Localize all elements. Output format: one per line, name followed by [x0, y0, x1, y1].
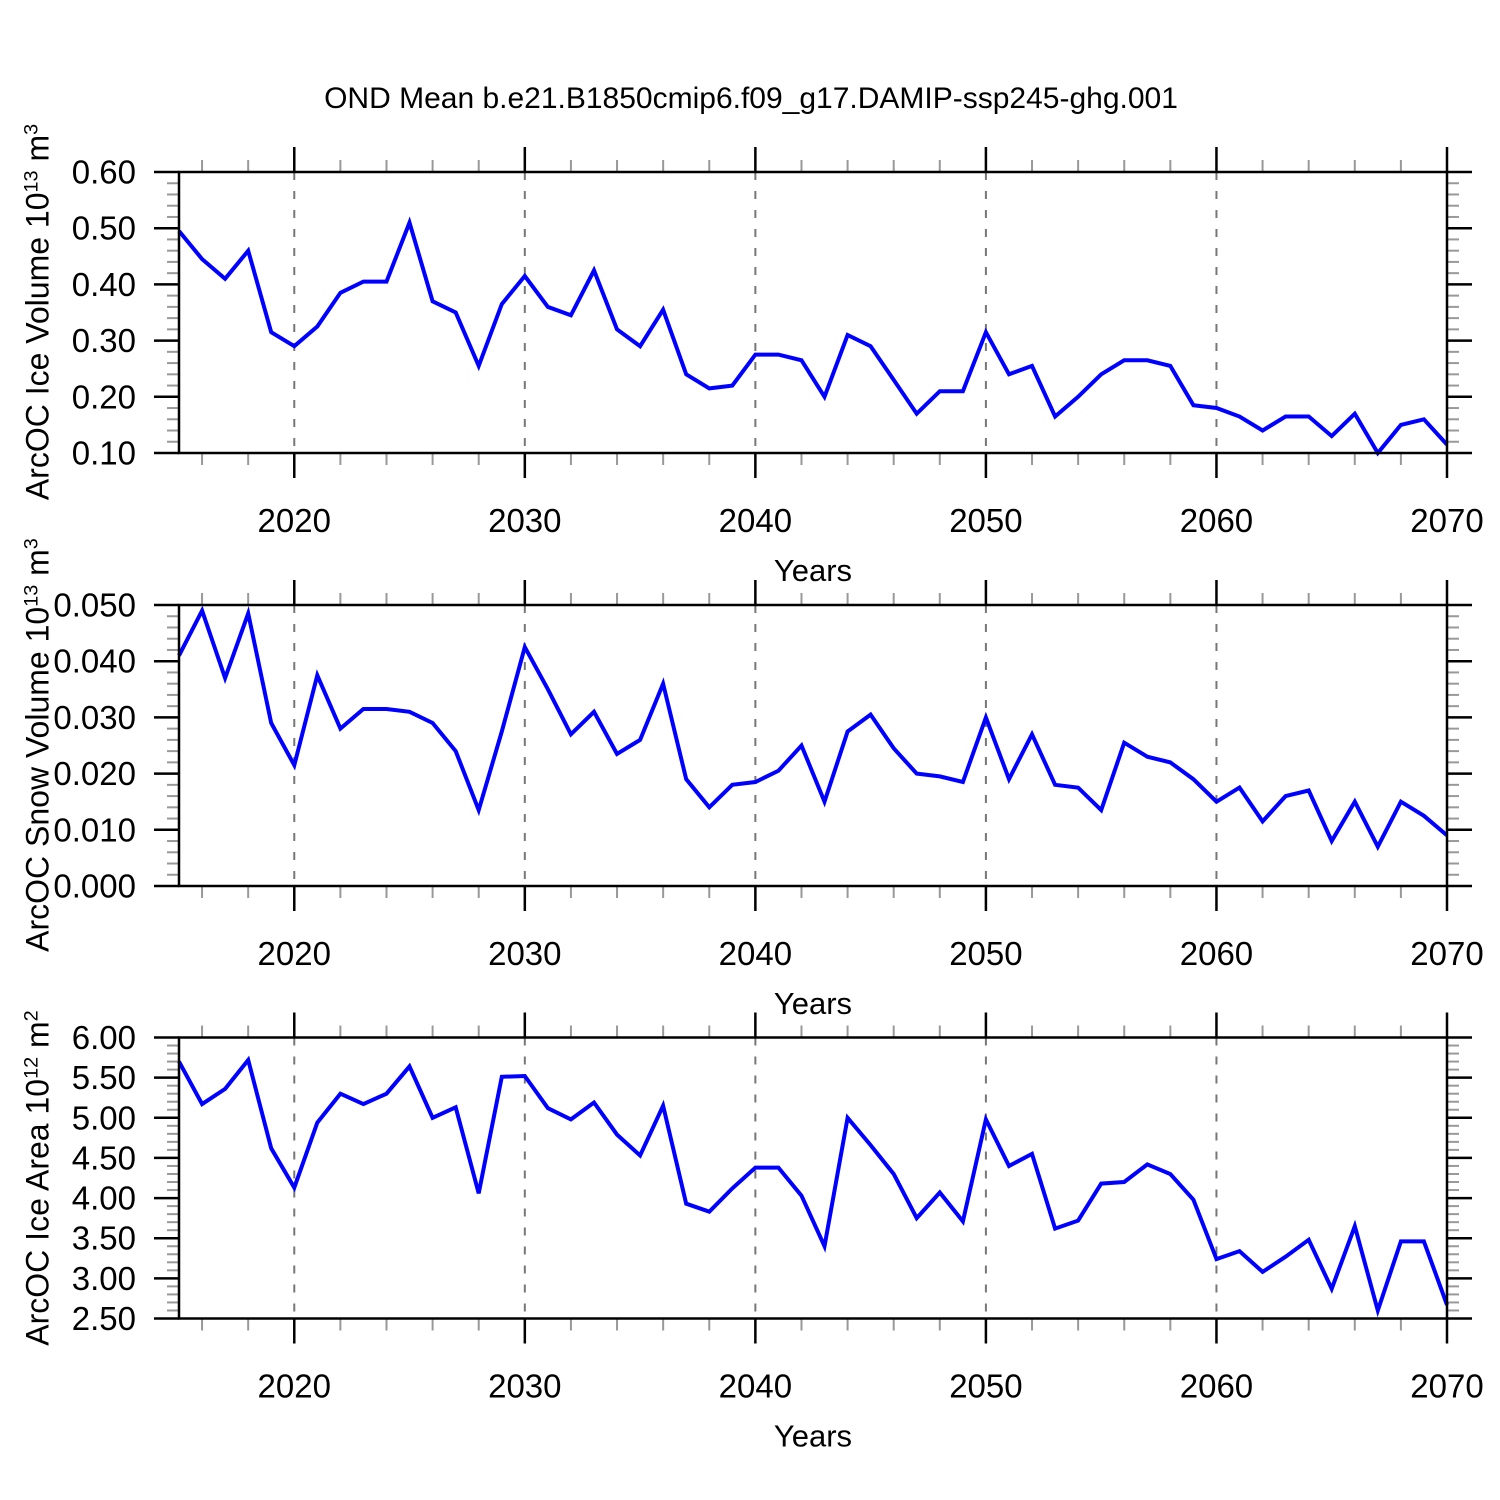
- x-tick-label: 2070: [1410, 1368, 1483, 1405]
- panel-ice-volume: 2020 2030 2040 2050 2060 2070 0.10 0.20 0.30 0.40…: [72, 147, 1484, 588]
- y-tick-label: 0.030: [53, 699, 136, 736]
- data-line-snow-volume: [177, 605, 1449, 852]
- x-tick-label: 2040: [719, 502, 792, 539]
- y-tick-label: 3.50: [72, 1220, 136, 1257]
- y-tick-label: 0.010: [53, 811, 136, 848]
- y-tick-label: 0.30: [72, 322, 136, 359]
- x-tick-label: 2030: [488, 935, 561, 972]
- x-tick-label: 2020: [258, 502, 331, 539]
- x-tick-label: 2070: [1410, 935, 1483, 972]
- panel-snow-volume: 2020 2030 2040 2050 2060 2070 0.000 0.010 0.020 0…: [53, 580, 1484, 1021]
- x-axis-title: Years: [774, 1419, 852, 1454]
- y-tick-label: 0.20: [72, 378, 136, 415]
- x-tick-label: 2050: [949, 935, 1022, 972]
- y-tick-label: 0.000: [53, 868, 136, 905]
- panel-ice-area: 2020 2030 2040 2050 2060 2070 2.503.003.504.00…: [72, 1012, 1484, 1454]
- y-tick-label: 0.050: [53, 587, 136, 624]
- panel-frame: [177, 603, 1449, 888]
- x-axis-title: Years: [774, 553, 852, 588]
- y-tick-label: 2.50: [72, 1300, 136, 1337]
- panel-frame: [177, 170, 1449, 455]
- x-tick-label: 2020: [258, 935, 331, 972]
- y-tick-label: 4.50: [72, 1139, 136, 1176]
- x-tick-label: 2040: [719, 1368, 792, 1405]
- x-tick-label: 2030: [488, 502, 561, 539]
- x-tick-label: 2070: [1410, 502, 1483, 539]
- panel-frame: [177, 1036, 1449, 1320]
- data-line-ice-area: [177, 1055, 1449, 1318]
- y-tick-label: 4.00: [72, 1180, 136, 1217]
- y-tick-label: 5.50: [72, 1059, 136, 1096]
- x-tick-label: 2050: [949, 1368, 1022, 1405]
- y-tick-label: 0.60: [72, 154, 136, 191]
- x-tick-label: 2030: [488, 1368, 561, 1405]
- y-tick-label: 0.020: [53, 755, 136, 792]
- y-tick-label: 6.00: [72, 1019, 136, 1056]
- chart-title: OND Mean b.e21.B1850cmip6.f09_g17.DAMIP-…: [324, 82, 1178, 115]
- x-tick-label: 2050: [949, 502, 1022, 539]
- y-tick-label: 0.040: [53, 643, 136, 680]
- y-tick-label: 0.40: [72, 266, 136, 303]
- x-tick-label: 2060: [1180, 502, 1253, 539]
- y-tick-label: 0.10: [72, 435, 136, 472]
- x-tick-label: 2020: [258, 1368, 331, 1405]
- x-tick-label: 2060: [1180, 1368, 1253, 1405]
- y-tick-label: 5.00: [72, 1099, 136, 1136]
- y-tick-label: 0.50: [72, 210, 136, 247]
- data-line-ice-volume: [177, 216, 1449, 457]
- x-axis-title: Years: [774, 986, 852, 1021]
- x-tick-label: 2060: [1180, 935, 1253, 972]
- y-tick-label: 3.00: [72, 1260, 136, 1297]
- x-tick-label: 2040: [719, 935, 792, 972]
